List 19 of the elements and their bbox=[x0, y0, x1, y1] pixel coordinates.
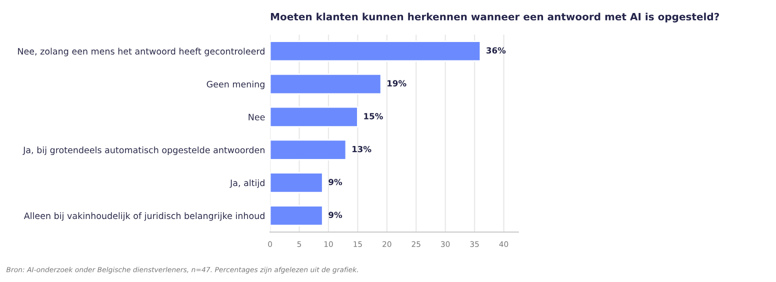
bar bbox=[270, 106, 358, 128]
data-label: 15% bbox=[364, 113, 383, 120]
y-tick-label: Nee bbox=[248, 114, 265, 120]
y-tick-label: Ja, bij grotendeels automatisch opgestelde antwoorden bbox=[22, 146, 264, 155]
y-tick-label: Ja, altijd bbox=[230, 179, 264, 188]
chart-title: Moeten klanten kunnen herkennen wanneer een antwoord met AI is opgesteld? bbox=[270, 12, 719, 22]
y-tick-label: Nee, zolang een mens het antwoord heeft gecontroleerd bbox=[18, 48, 264, 56]
data-label: 36% bbox=[486, 47, 506, 54]
data-label: 9% bbox=[328, 212, 342, 218]
y-tick-label: Alleen bij vakinhoudelijk of juridisch belangrijke inhoud bbox=[24, 212, 264, 221]
data-label: 9% bbox=[328, 178, 342, 186]
data-label: 13% bbox=[352, 146, 372, 152]
bar bbox=[270, 172, 324, 194]
bar bbox=[270, 73, 382, 95]
bar bbox=[270, 40, 482, 62]
bar bbox=[270, 205, 324, 226]
y-tick-label: Geen mening bbox=[206, 80, 264, 90]
bar bbox=[270, 139, 347, 160]
data-label: 19% bbox=[388, 80, 406, 86]
